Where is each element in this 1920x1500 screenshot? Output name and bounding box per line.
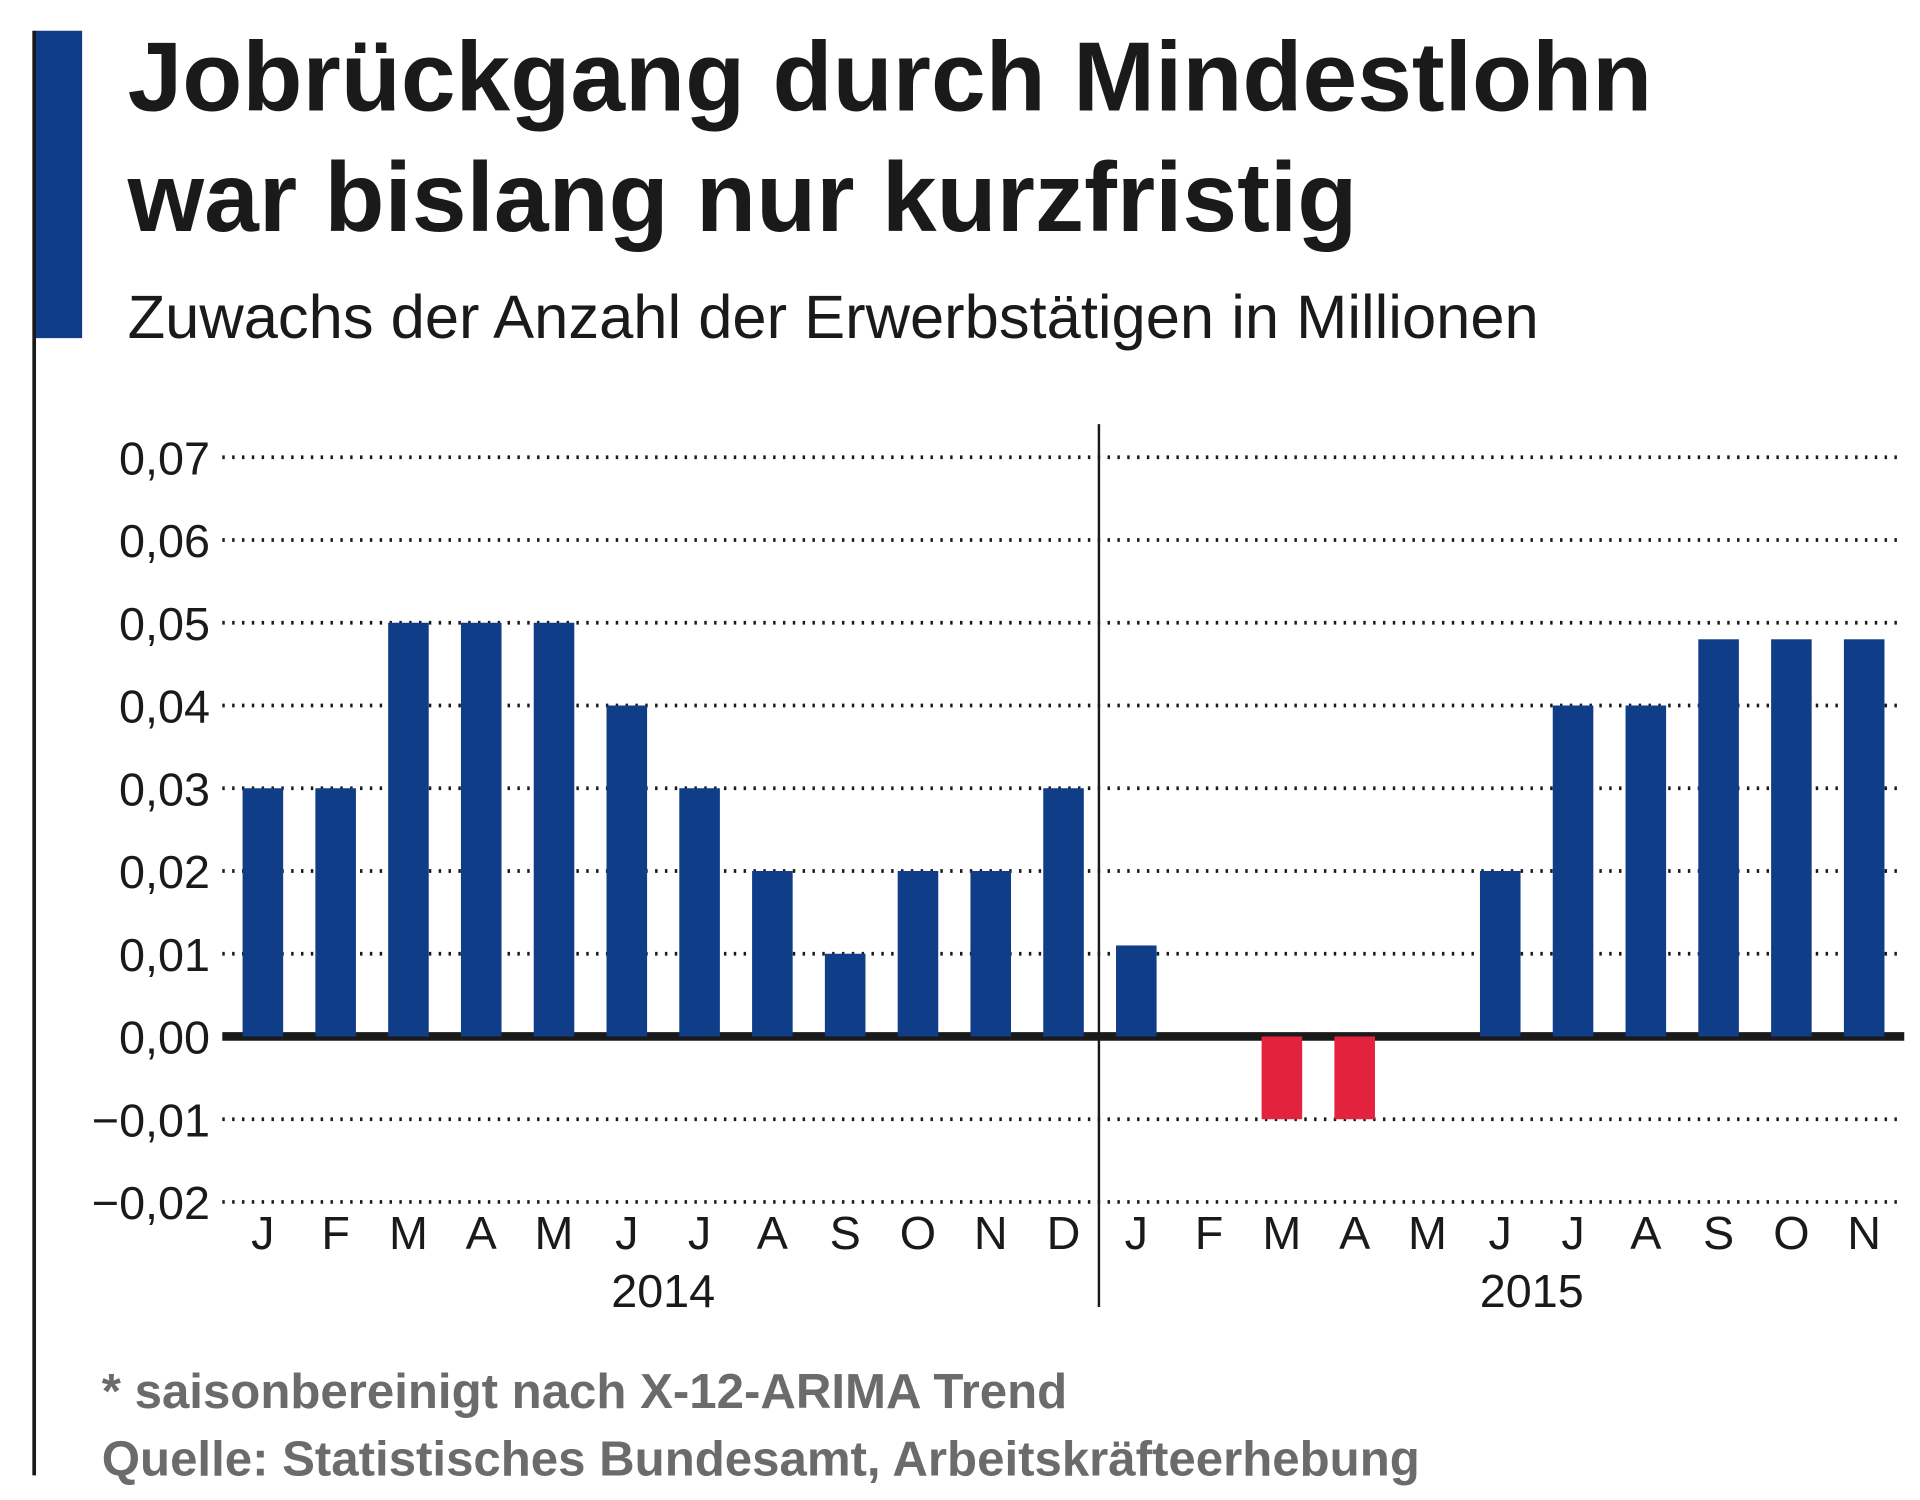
bar [679,788,720,1037]
title-line-1: Jobrückgang durch Mindestlohn [128,22,1653,132]
x-tick-label: O [900,1207,936,1259]
subtitle: Zuwachs der Anzahl der Erwerbstätigen in… [128,283,1539,352]
bar [1261,1036,1303,1120]
x-tick-label: F [321,1207,350,1259]
x-tick-label: A [1339,1207,1371,1259]
x-tick-label: J [688,1207,711,1259]
x-tick-label: M [1262,1207,1301,1259]
x-tick-label: M [535,1207,574,1259]
y-tick-label: 0,06 [119,515,210,567]
bar [1625,705,1667,1037]
x-tick-label: J [1125,1207,1148,1259]
bar [606,705,648,1037]
bar [970,870,1012,1037]
footnote: * saisonbereinigt nach X-12-ARIMA Trend [102,1364,1067,1419]
bar [1698,639,1739,1037]
x-tick-label: N [1847,1207,1881,1259]
y-tick-label: 0,01 [119,929,210,981]
x-tick-label: A [1630,1207,1662,1259]
source: Quelle: Statistisches Bundesamt, Arbeits… [102,1431,1420,1486]
x-tick-label: S [1703,1207,1734,1259]
y-tick-label: −0,02 [92,1177,210,1229]
x-tick-label: J [1489,1207,1512,1259]
y-tick-label: 0,02 [119,846,210,898]
y-tick-label: 0,03 [119,763,210,815]
x-tick-label: N [974,1207,1008,1259]
x-tick-label: A [466,1207,498,1259]
bar [460,622,502,1037]
y-tick-label: 0,07 [119,432,210,484]
bar [1552,705,1594,1037]
bar [1479,870,1521,1037]
x-tick-label: S [830,1207,861,1259]
bar [824,953,866,1037]
bar [533,622,575,1037]
x-tick-label: J [1561,1207,1584,1259]
x-tick-label: M [1408,1207,1447,1259]
bar [897,870,939,1037]
bar [1771,639,1812,1037]
bar [1116,945,1157,1037]
y-tick-label: 0,05 [119,598,210,650]
bar [242,788,284,1037]
year-label: 2014 [611,1265,715,1317]
y-tick-label: 0,00 [119,1012,210,1064]
title-line-2: war bislang nur kurzfristig [127,142,1358,252]
x-tick-label: A [757,1207,789,1259]
accent-bar [35,30,83,339]
bar [1843,639,1885,1037]
y-tick-label: 0,04 [119,681,210,733]
x-tick-label: F [1195,1207,1224,1259]
x-tick-label: M [389,1207,428,1259]
bar [752,870,793,1037]
year-label: 2015 [1480,1265,1584,1317]
bar [388,622,429,1037]
y-tick-label: −0,01 [92,1094,210,1146]
x-tick-label: J [615,1207,638,1259]
x-tick-label: O [1773,1207,1809,1259]
bar [1334,1036,1375,1120]
x-tick-label: D [1047,1207,1081,1259]
x-tick-label: J [251,1207,274,1259]
bar [1043,788,1084,1037]
bar [315,788,356,1037]
